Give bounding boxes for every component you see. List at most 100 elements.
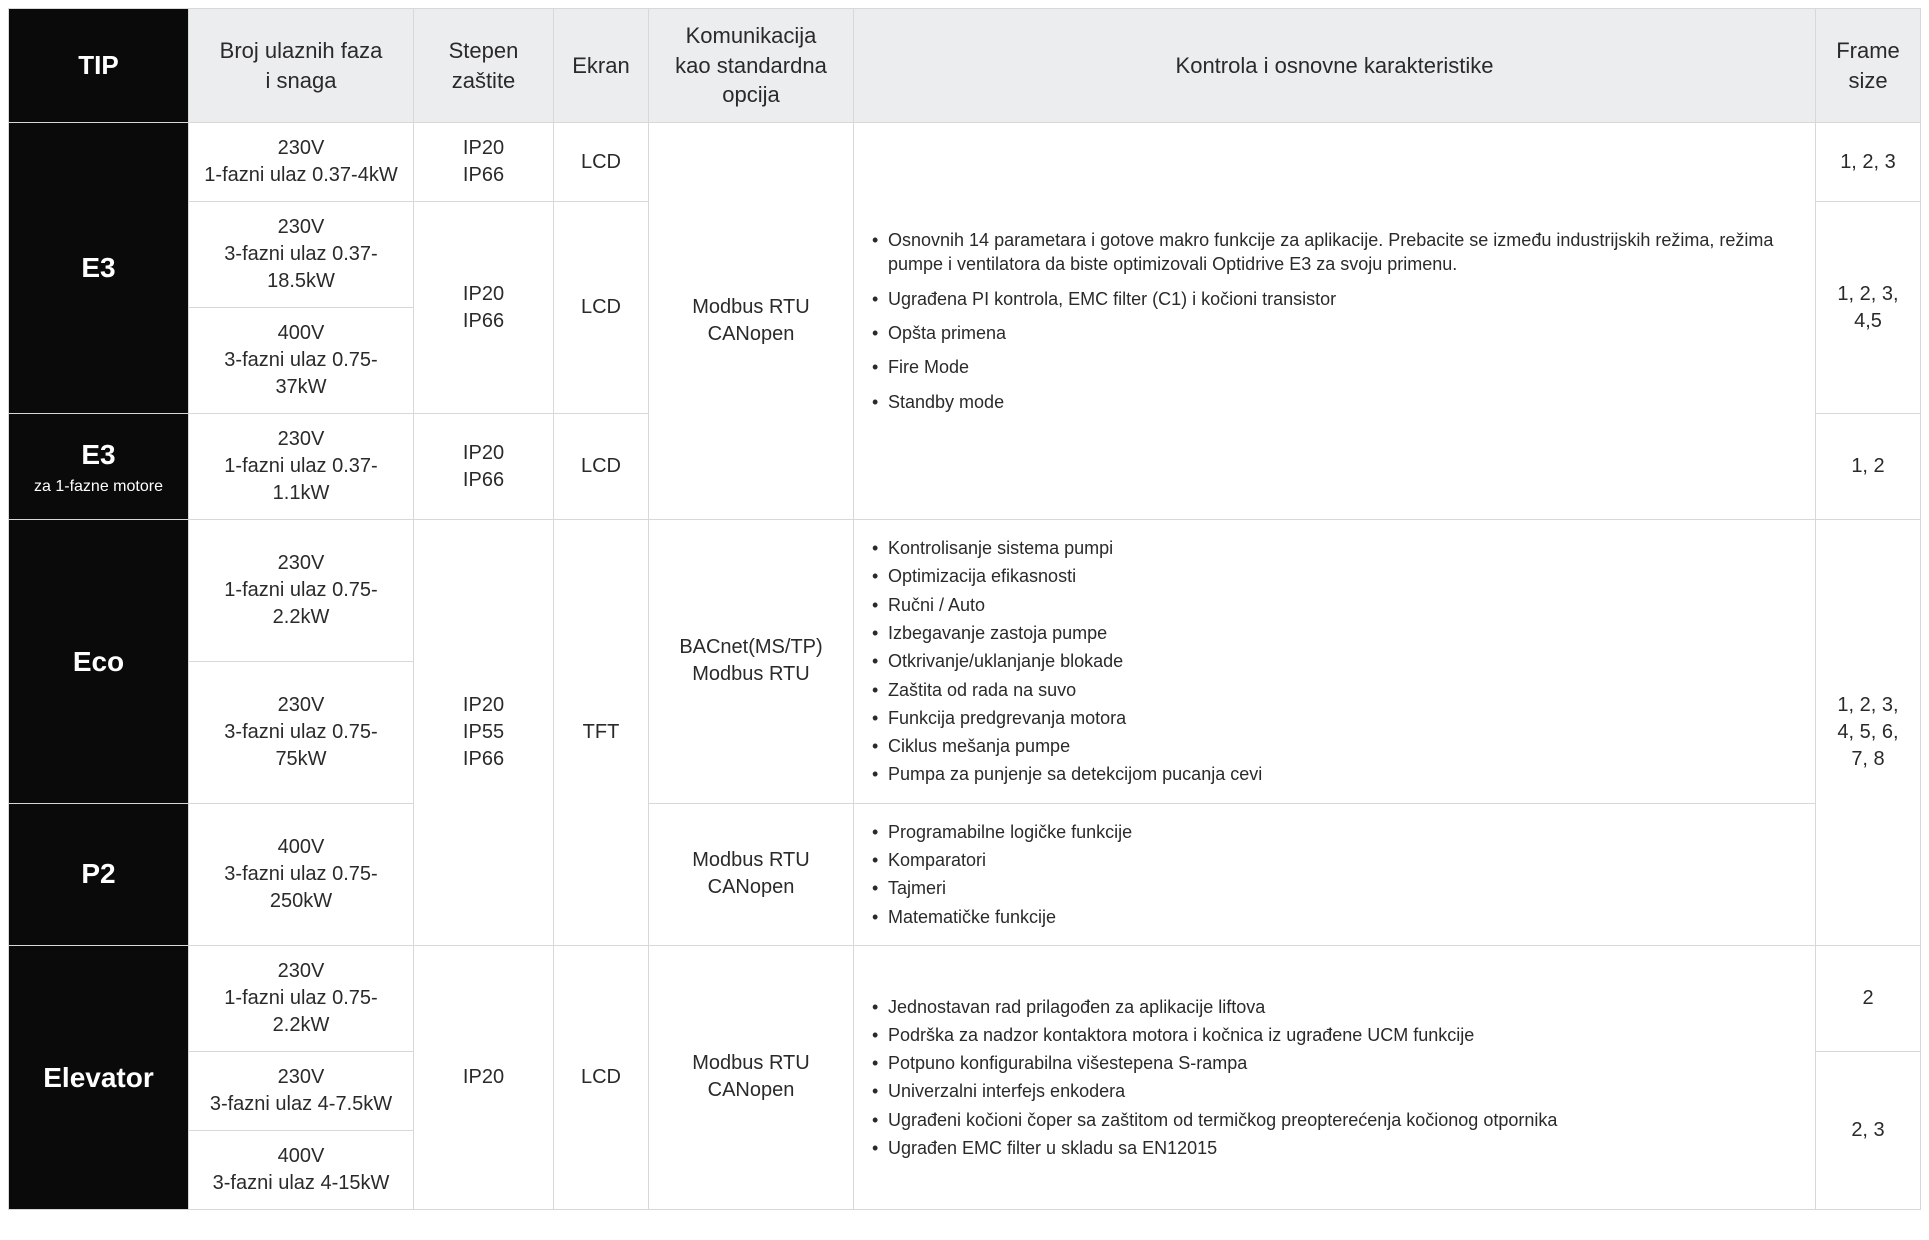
elevator-phase2: 230V 3-fazni ulaz 4-7.5kW <box>189 1051 414 1130</box>
p2-phase-range: 3-fazni ulaz 0.75-250kW <box>203 861 399 915</box>
e3-1f-phase-range: 1-fazni ulaz 0.37-1.1kW <box>203 453 399 507</box>
e3-prot2-b: IP66 <box>428 308 539 335</box>
eco-feat-9: Pumpa za punjenje sa detekcijom pucanja … <box>872 762 1801 786</box>
elevator-feat-2: Podrška za nadzor kontaktora motora i ko… <box>872 1023 1801 1047</box>
eco-feat-6: Zaštita od rada na suvo <box>872 678 1801 702</box>
elevator-phase2-range: 3-fazni ulaz 4-7.5kW <box>203 1091 399 1118</box>
eco-phase2-voltage: 230V <box>203 692 399 719</box>
eco-prot-a: IP20 <box>428 692 539 719</box>
e3-comm-a: Modbus RTU <box>663 294 839 321</box>
e3-feat-1: Osnovnih 14 parametara i gotove makro fu… <box>872 228 1801 277</box>
p2-feat-1: Programabilne logičke funkcije <box>872 820 1801 844</box>
elevator-phase1-voltage: 230V <box>203 958 399 985</box>
e3-prot1-b: IP66 <box>428 162 539 189</box>
eco-p2-frame: 1, 2, 3,4, 5, 6,7, 8 <box>1816 520 1921 946</box>
e3-frame2: 1, 2, 3,4,5 <box>1816 202 1921 414</box>
elevator-comm: Modbus RTU CANopen <box>649 945 854 1209</box>
e3-screen2: LCD <box>554 202 649 414</box>
e3-phase3: 400V 3-fazni ulaz 0.75-37kW <box>189 308 414 414</box>
col-features: Kontrola i osnovne karakteristike <box>854 9 1816 123</box>
e3-prot1-a: IP20 <box>428 135 539 162</box>
e3-phase2-voltage: 230V <box>203 214 399 241</box>
e3-prot1: IP20 IP66 <box>414 123 554 202</box>
p2-comm-b: CANopen <box>663 874 839 901</box>
eco-prot-b: IP55 <box>428 719 539 746</box>
row-elevator-1: Elevator 230V 1-fazni ulaz 0.75-2.2kW IP… <box>9 945 1921 1051</box>
e3-frame1: 1, 2, 3 <box>1816 123 1921 202</box>
eco-p2-screen: TFT <box>554 520 649 946</box>
eco-comm-b: Modbus RTU <box>663 661 839 688</box>
e3-prot2: IP20 IP66 <box>414 202 554 414</box>
eco-phase2: 230V 3-fazni ulaz 0.75-75kW <box>189 661 414 803</box>
e3-features: Osnovnih 14 parametara i gotove makro fu… <box>854 123 1816 520</box>
elevator-phase1-range: 1-fazni ulaz 0.75-2.2kW <box>203 985 399 1039</box>
p2-comm-a: Modbus RTU <box>663 847 839 874</box>
header-row: TIP Broj ulaznih fazai snaga Stepenzašti… <box>9 9 1921 123</box>
col-phase: Broj ulaznih fazai snaga <box>189 9 414 123</box>
e3-comm-b: CANopen <box>663 321 839 348</box>
eco-feat-8: Ciklus mešanja pumpe <box>872 734 1801 758</box>
elevator-features: Jednostavan rad prilagođen za aplikacije… <box>854 945 1816 1209</box>
eco-feat-4: Izbegavanje zastoja pumpe <box>872 621 1801 645</box>
row-p2: P2 400V 3-fazni ulaz 0.75-250kW Modbus R… <box>9 803 1921 945</box>
e3-screen1: LCD <box>554 123 649 202</box>
elevator-prot: IP20 <box>414 945 554 1209</box>
elevator-frame1: 2 <box>1816 945 1921 1051</box>
e3-feat-5: Standby mode <box>872 390 1801 414</box>
col-tip: TIP <box>9 9 189 123</box>
elevator-phase2-voltage: 230V <box>203 1064 399 1091</box>
tip-elevator: Elevator <box>9 945 189 1209</box>
e3-phase3-voltage: 400V <box>203 320 399 347</box>
eco-features: Kontrolisanje sistema pumpi Optimizacija… <box>854 520 1816 804</box>
col-comm: Komunikacijakao standardnaopcija <box>649 9 854 123</box>
tip-e3-1f-sub: za 1-fazne motore <box>23 476 174 498</box>
p2-features: Programabilne logičke funkcije Komparato… <box>854 803 1816 945</box>
p2-phase: 400V 3-fazni ulaz 0.75-250kW <box>189 803 414 945</box>
elevator-feat-3: Potpuno konfigurabilna višestepena S-ram… <box>872 1051 1801 1075</box>
col-frame: Framesize <box>1816 9 1921 123</box>
tip-e3-1f: E3 za 1-fazne motore <box>9 414 189 520</box>
e3-feat-3: Opšta primena <box>872 321 1801 345</box>
elevator-feat-1: Jednostavan rad prilagođen za aplikacije… <box>872 995 1801 1019</box>
eco-p2-prot: IP20 IP55 IP66 <box>414 520 554 946</box>
p2-feat-4: Matematičke funkcije <box>872 905 1801 929</box>
e3-phase1: 230V 1-fazni ulaz 0.37-4kW <box>189 123 414 202</box>
eco-feat-3: Ručni / Auto <box>872 593 1801 617</box>
elevator-comm-a: Modbus RTU <box>663 1050 839 1077</box>
row-eco-1: Eco 230V 1-fazni ulaz 0.75-2.2kW IP20 IP… <box>9 520 1921 662</box>
e3-feat-2: Ugrađena PI kontrola, EMC filter (C1) i … <box>872 287 1801 311</box>
tip-e3: E3 <box>9 123 189 414</box>
elevator-phase1: 230V 1-fazni ulaz 0.75-2.2kW <box>189 945 414 1051</box>
eco-comm-a: BACnet(MS/TP) <box>663 634 839 661</box>
eco-phase2-range: 3-fazni ulaz 0.75-75kW <box>203 719 399 773</box>
e3-phase1-voltage: 230V <box>203 135 399 162</box>
tip-e3-1f-main: E3 <box>81 439 115 470</box>
e3-1f-prot: IP20 IP66 <box>414 414 554 520</box>
eco-phase1-voltage: 230V <box>203 550 399 577</box>
p2-feat-2: Komparatori <box>872 848 1801 872</box>
e3-1f-phase: 230V 1-fazni ulaz 0.37-1.1kW <box>189 414 414 520</box>
eco-comm: BACnet(MS/TP) Modbus RTU <box>649 520 854 804</box>
elevator-screen: LCD <box>554 945 649 1209</box>
spec-table: TIP Broj ulaznih fazai snaga Stepenzašti… <box>8 8 1921 1210</box>
elevator-frame2: 2, 3 <box>1816 1051 1921 1209</box>
elevator-feat-6: Ugrađen EMC filter u skladu sa EN12015 <box>872 1136 1801 1160</box>
eco-feat-5: Otkrivanje/uklanjanje blokade <box>872 649 1801 673</box>
tip-p2: P2 <box>9 803 189 945</box>
eco-prot-c: IP66 <box>428 746 539 773</box>
elevator-feat-5: Ugrađeni kočioni čoper sa zaštitom od te… <box>872 1108 1801 1132</box>
elevator-feat-4: Univerzalni interfejs enkodera <box>872 1079 1801 1103</box>
e3-1f-frame: 1, 2 <box>1816 414 1921 520</box>
p2-comm: Modbus RTU CANopen <box>649 803 854 945</box>
p2-phase-voltage: 400V <box>203 834 399 861</box>
eco-feat-1: Kontrolisanje sistema pumpi <box>872 536 1801 560</box>
elevator-phase3-range: 3-fazni ulaz 4-15kW <box>203 1170 399 1197</box>
elevator-phase3: 400V 3-fazni ulaz 4-15kW <box>189 1130 414 1209</box>
e3-1f-screen: LCD <box>554 414 649 520</box>
e3-phase3-range: 3-fazni ulaz 0.75-37kW <box>203 347 399 401</box>
eco-phase1: 230V 1-fazni ulaz 0.75-2.2kW <box>189 520 414 662</box>
col-protection: Stepenzaštite <box>414 9 554 123</box>
e3-phase2-range: 3-fazni ulaz 0.37-18.5kW <box>203 241 399 295</box>
e3-prot2-a: IP20 <box>428 281 539 308</box>
elevator-comm-b: CANopen <box>663 1077 839 1104</box>
